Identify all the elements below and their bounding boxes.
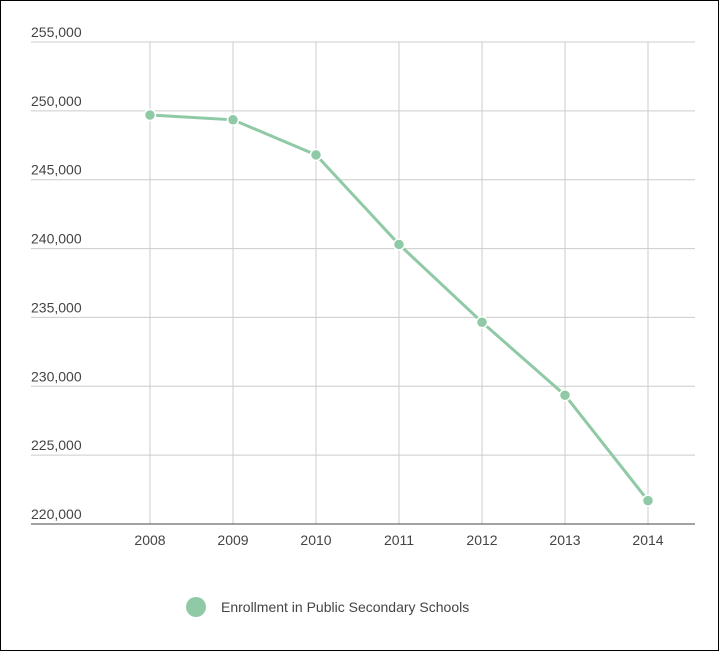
- legend-label: Enrollment in Public Secondary Schools: [221, 599, 469, 615]
- x-tick-label: 2012: [466, 532, 497, 548]
- x-tick-label: 2013: [549, 532, 580, 548]
- data-point: [392, 238, 406, 251]
- y-tick-label: 225,000: [31, 437, 82, 453]
- x-tick-label: 2014: [632, 532, 663, 548]
- data-point: [143, 108, 157, 122]
- data-point: [309, 148, 323, 162]
- x-gridlines: [149, 42, 649, 524]
- y-tick-labels: 220,000 225,000 230,000 235,000 240,000 245,0…: [31, 24, 82, 522]
- legend: Enrollment in Public Secondary Schools: [186, 597, 469, 617]
- data-point: [226, 113, 240, 127]
- y-tick-label: 245,000: [31, 162, 82, 178]
- y-gridlines: [31, 41, 695, 456]
- x-tick-label: 2009: [217, 532, 248, 548]
- data-point: [475, 315, 489, 329]
- data-point: [558, 388, 572, 402]
- y-tick-label: 235,000: [31, 299, 82, 315]
- x-tick-label: 2008: [134, 532, 165, 548]
- legend-swatch: [186, 597, 206, 617]
- y-tick-label: 250,000: [31, 93, 82, 109]
- data-point: [641, 494, 655, 507]
- y-tick-label: 240,000: [31, 231, 82, 247]
- series-points: [143, 108, 655, 507]
- y-tick-label: 220,000: [31, 506, 82, 522]
- x-tick-label: 2011: [384, 532, 414, 548]
- y-tick-label: 230,000: [31, 368, 82, 384]
- y-tick-label: 255,000: [31, 24, 82, 40]
- x-tick-labels: 2008 2009 2010 2011 2012 2013 2014: [134, 532, 663, 548]
- x-tick-label: 2010: [300, 532, 331, 548]
